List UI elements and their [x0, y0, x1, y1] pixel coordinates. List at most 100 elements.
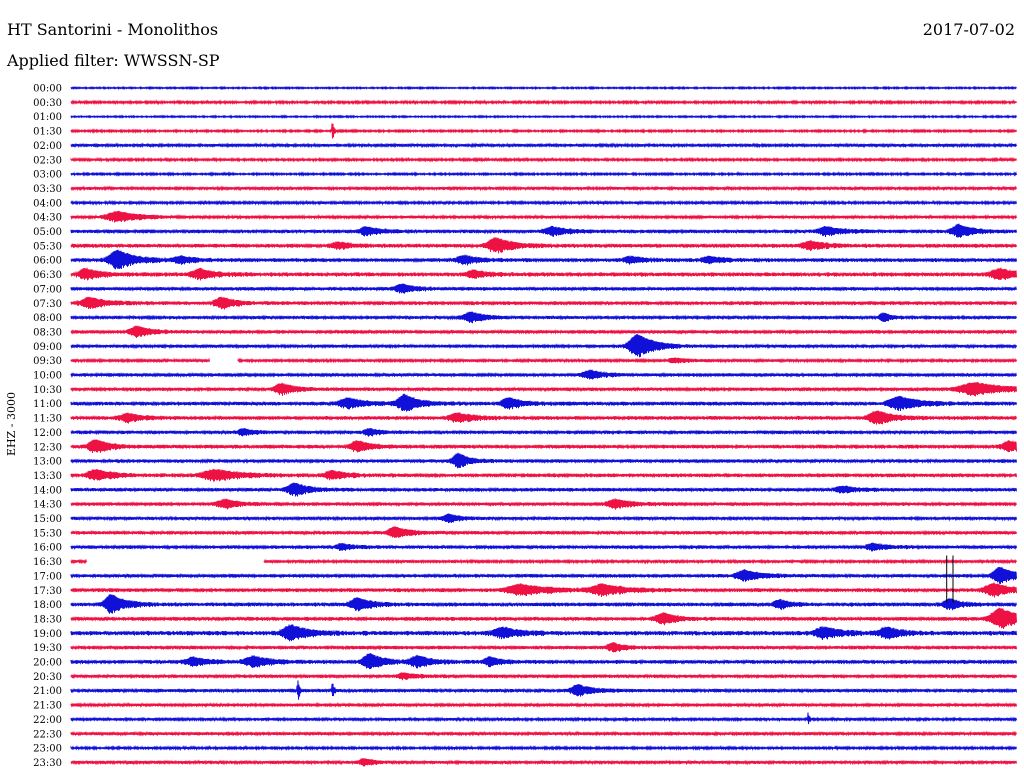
tick-label-0730: 07:30: [33, 299, 62, 310]
tick-label-0800: 08:00: [33, 313, 62, 324]
trace-0900: [70, 333, 1017, 358]
tick-label-1200: 12:00: [33, 428, 62, 439]
trace-0100: [70, 114, 1017, 120]
tick-label-2030: 20:30: [33, 672, 62, 683]
trace-2100: [70, 680, 1017, 700]
record-date: 2017-07-02: [922, 20, 1015, 39]
trace-2130: [70, 701, 1017, 709]
trace-1500: [70, 513, 1017, 524]
trace-0500: [70, 223, 1017, 238]
station-title: HT Santorini - Monolithos: [7, 20, 219, 39]
tick-label-0200: 02:00: [33, 141, 62, 152]
tick-label-0600: 06:00: [33, 256, 62, 267]
trace-1830: [70, 607, 1017, 630]
tick-label-2300: 23:00: [33, 744, 62, 755]
trace-0800: [70, 311, 1017, 324]
tick-label-0830: 08:30: [33, 327, 62, 338]
trace-2330: [70, 758, 1017, 767]
tick-label-0930: 09:30: [33, 356, 62, 367]
trace-1100: [70, 393, 1017, 412]
tick-label-2200: 22:00: [33, 715, 62, 726]
tick-label-0500: 05:00: [33, 227, 62, 238]
tick-label-1500: 15:00: [33, 514, 62, 525]
tick-label-1300: 13:00: [33, 457, 62, 468]
trace-0330: [70, 185, 1017, 192]
trace-0730: [70, 296, 1017, 310]
tick-label-0530: 05:30: [33, 241, 62, 252]
trace-1530: [70, 526, 1017, 538]
tick-label-1800: 18:00: [33, 600, 62, 611]
tick-label-1900: 19:00: [33, 629, 62, 640]
tick-label-0630: 06:30: [33, 270, 62, 281]
trace-0830: [70, 325, 1017, 339]
trace-1700: [70, 566, 1017, 584]
trace-0630: [70, 267, 1017, 281]
trace-2200: [70, 712, 1017, 725]
trace-1930: [70, 642, 1017, 653]
trace-0600: [70, 249, 1017, 270]
trace-0300: [70, 171, 1017, 177]
tick-label-1230: 12:30: [33, 442, 62, 453]
tick-label-0030: 00:30: [33, 98, 62, 109]
trace-1730: [70, 582, 1017, 598]
tick-label-0100: 01:00: [33, 112, 62, 123]
tick-label-2000: 20:00: [33, 658, 62, 669]
trace-2030: [70, 672, 1017, 681]
tick-label-1130: 11:30: [33, 414, 62, 425]
tick-label-1600: 16:00: [33, 543, 62, 554]
tick-label-2100: 21:00: [33, 686, 62, 697]
trace-1630: [70, 558, 1017, 565]
trace-0030: [70, 99, 1017, 106]
trace-1800: [70, 594, 1017, 614]
tick-label-0130: 01:30: [33, 127, 62, 138]
trace-1130: [70, 410, 1017, 425]
trace-0230: [70, 156, 1017, 163]
tick-label-1400: 14:00: [33, 485, 62, 496]
trace-1400: [70, 482, 1017, 497]
trace-0930: [70, 357, 1017, 364]
trace-1330: [70, 468, 1017, 482]
tick-label-1930: 19:30: [33, 643, 62, 654]
tick-label-1000: 10:00: [33, 371, 62, 382]
trace-1600: [70, 542, 1017, 552]
trace-0430: [70, 210, 1017, 223]
trace-1900: [70, 624, 1017, 642]
tick-label-0000: 00:00: [33, 84, 62, 95]
trace-1200: [70, 427, 1017, 437]
trace-1230: [70, 439, 1017, 454]
tick-label-1700: 17:00: [33, 571, 62, 582]
tick-label-1730: 17:30: [33, 586, 62, 597]
trace-1300: [70, 452, 1017, 469]
tick-label-1330: 13:30: [33, 471, 62, 482]
trace-2300: [70, 744, 1017, 752]
trace-2230: [70, 730, 1017, 737]
trace-0700: [70, 283, 1017, 294]
tick-label-2330: 23:30: [33, 758, 62, 769]
tick-label-0430: 04:30: [33, 213, 62, 224]
tick-label-0330: 03:30: [33, 184, 62, 195]
trace-0130: [70, 123, 1017, 139]
trace-1000: [70, 369, 1017, 380]
tick-label-2230: 22:30: [33, 729, 62, 740]
trace-2000: [70, 652, 1017, 670]
trace-0530: [70, 237, 1017, 254]
tick-label-0400: 04:00: [33, 198, 62, 209]
tick-label-0900: 09:00: [33, 342, 62, 353]
tick-label-1030: 10:30: [33, 385, 62, 396]
tick-label-0700: 07:00: [33, 284, 62, 295]
tick-label-2130: 21:30: [33, 701, 62, 712]
trace-0000: [70, 85, 1017, 91]
tick-label-1530: 15:30: [33, 528, 62, 539]
trace-1030: [70, 381, 1017, 397]
tick-label-0230: 02:30: [33, 155, 62, 166]
trace-1430: [70, 498, 1017, 510]
tick-label-1630: 16:30: [33, 557, 62, 568]
trace-0400: [70, 199, 1017, 206]
tick-label-1830: 18:30: [33, 614, 62, 625]
tick-label-0300: 03:00: [33, 170, 62, 181]
tick-label-1100: 11:00: [33, 399, 62, 410]
tick-label-1430: 14:30: [33, 500, 62, 511]
filter-label: Applied filter: WWSSN-SP: [7, 51, 220, 70]
trace-0200: [70, 142, 1017, 149]
